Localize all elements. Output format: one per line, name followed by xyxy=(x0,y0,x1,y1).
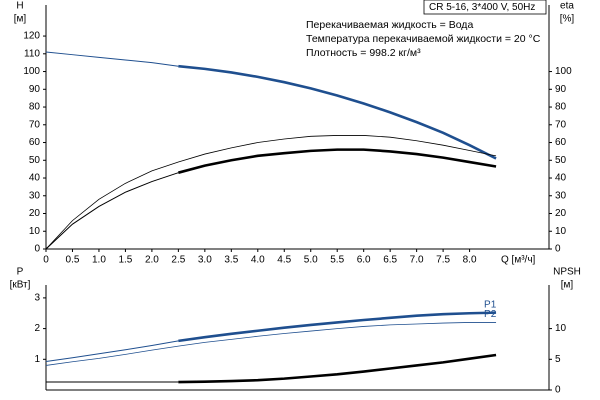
x-tick-label: 1.0 xyxy=(92,255,106,266)
y2-tick-label: 10 xyxy=(555,226,567,237)
y2-tick-label: 80 xyxy=(555,102,567,113)
annotation: Плотность = 998.2 кг/м³ xyxy=(306,47,421,59)
y-tick-label: 90 xyxy=(29,84,41,95)
y2-tick-label: 30 xyxy=(555,190,567,201)
y2-tick-label: 20 xyxy=(555,208,567,219)
curve xyxy=(45,340,179,362)
curve xyxy=(45,172,179,250)
x-tick-label: 6.5 xyxy=(383,255,397,266)
y-tick-label: 3 xyxy=(34,293,40,304)
y-tick-label: 100 xyxy=(23,66,40,77)
x-tick-label: 0 xyxy=(43,255,49,266)
x-tick-label: 4.5 xyxy=(277,255,291,266)
y-tick-label: 30 xyxy=(29,190,41,201)
y-tick-label: 60 xyxy=(29,137,41,148)
y-tick-label: 2 xyxy=(34,323,40,334)
annotation: Перекачиваемая жидкость = Вода xyxy=(306,19,473,31)
y-tick-label: 120 xyxy=(23,31,40,42)
y-tick-label: 110 xyxy=(24,48,40,59)
y2-axis-title: eta xyxy=(560,1,574,12)
y2-tick-label: 5 xyxy=(555,354,561,365)
x-tick-label: 8.0 xyxy=(463,255,477,266)
x-tick-label: 4.0 xyxy=(251,255,265,266)
y-axis-title: P xyxy=(17,267,24,278)
y-tick-label: 20 xyxy=(29,208,41,219)
y-tick-label: 0 xyxy=(34,244,40,255)
y2-tick-label: 100 xyxy=(555,66,572,77)
x-tick-label: 5.5 xyxy=(330,255,344,266)
x-axis-title: Q [м³/ч] xyxy=(501,255,536,266)
curve xyxy=(45,135,497,250)
y2-tick-label: 50 xyxy=(555,155,567,166)
y2-tick-label: 0 xyxy=(555,244,561,255)
y2-tick-label: 70 xyxy=(555,119,567,130)
y-tick-label: 40 xyxy=(29,173,41,184)
curve xyxy=(178,148,497,174)
y2-tick-label: 60 xyxy=(555,137,567,148)
y2-axis-title: NPSH xyxy=(553,267,581,278)
y2-tick-label: 0 xyxy=(555,385,561,396)
y-tick-label: 80 xyxy=(29,102,41,113)
y-axis-unit: [м] xyxy=(14,14,27,25)
y2-tick-label: 10 xyxy=(555,323,567,334)
y2-tick-label: 90 xyxy=(555,84,567,95)
y2-tick-label: 40 xyxy=(555,173,567,184)
x-tick-label: 2.0 xyxy=(145,255,159,266)
x-tick-label: 3.0 xyxy=(198,255,212,266)
x-tick-label: 7.0 xyxy=(410,255,424,266)
curve xyxy=(45,322,497,366)
series-label: P1 xyxy=(484,299,497,310)
curve xyxy=(178,64,497,160)
curve xyxy=(45,51,179,67)
curve xyxy=(178,353,497,384)
x-tick-label: 7.5 xyxy=(436,255,450,266)
info-box: CR 5-16, 3*400 V, 50Hz xyxy=(429,2,535,13)
y-tick-label: 70 xyxy=(29,119,41,130)
y2-axis-unit: [%] xyxy=(560,14,575,25)
y-tick-label: 50 xyxy=(29,155,41,166)
y-tick-label: 1 xyxy=(34,354,40,365)
y-tick-label: 10 xyxy=(29,226,41,237)
x-tick-label: 5.0 xyxy=(304,255,318,266)
curve xyxy=(178,311,497,343)
x-tick-label: 0.5 xyxy=(66,255,80,266)
annotation: Температура перекачиваемой жидкости = 20… xyxy=(306,33,541,45)
x-tick-label: 2.5 xyxy=(171,255,185,266)
series-label: P2 xyxy=(484,309,497,320)
y-axis-unit: [кВт] xyxy=(10,280,31,291)
y-axis-title: H xyxy=(16,1,23,12)
info-box-frame xyxy=(423,0,547,15)
x-tick-label: 1.5 xyxy=(118,255,132,266)
x-tick-label: 3.5 xyxy=(224,255,238,266)
y2-axis-unit: [м] xyxy=(561,280,574,291)
x-tick-label: 6.0 xyxy=(357,255,371,266)
